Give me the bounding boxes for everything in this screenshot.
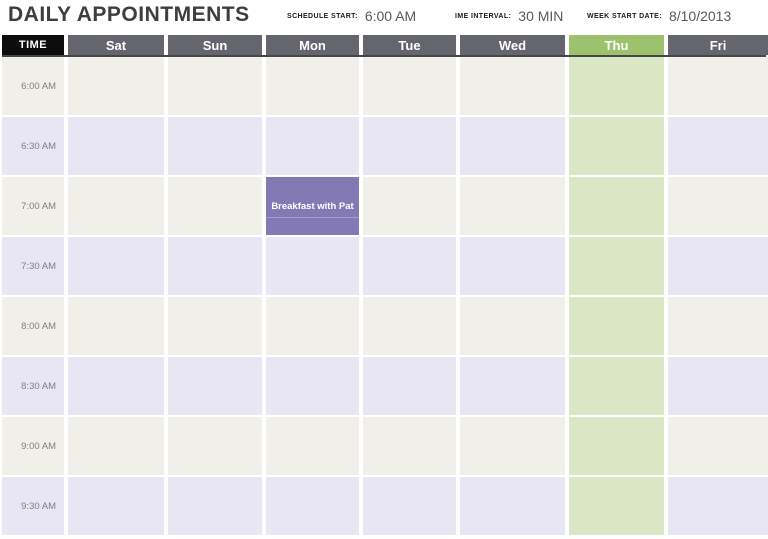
day-header-wed: Wed — [460, 35, 565, 55]
cell-wed-9-30-am[interactable] — [460, 477, 565, 535]
cell-fri-6-30-am[interactable] — [668, 117, 768, 175]
time-label-7-00-am: 7:00 AM — [2, 177, 64, 235]
cell-wed-7-00-am[interactable] — [460, 177, 565, 235]
cell-tue-7-00-am[interactable] — [363, 177, 456, 235]
cell-sun-7-00-am[interactable] — [168, 177, 262, 235]
cell-fri-8-30-am[interactable] — [668, 357, 768, 415]
cell-tue-9-30-am[interactable] — [363, 477, 456, 535]
cell-tue-8-00-am[interactable] — [363, 297, 456, 355]
time-label-6-30-am: 6:30 AM — [2, 117, 64, 175]
day-header-sun: Sun — [168, 35, 262, 55]
cell-sat-7-30-am[interactable] — [68, 237, 164, 295]
cell-mon-6-00-am[interactable] — [266, 57, 359, 115]
cell-fri-9-00-am[interactable] — [668, 417, 768, 475]
appointment-breakfast-with-pat[interactable]: Breakfast with Pat — [266, 177, 359, 235]
time-label-9-30-am: 9:30 AM — [2, 477, 64, 535]
cell-wed-8-30-am[interactable] — [460, 357, 565, 415]
cell-fri-8-00-am[interactable] — [668, 297, 768, 355]
cell-sat-6-00-am[interactable] — [68, 57, 164, 115]
cell-sat-8-00-am[interactable] — [68, 297, 164, 355]
cell-sun-8-00-am[interactable] — [168, 297, 262, 355]
cell-fri-7-00-am[interactable] — [668, 177, 768, 235]
cell-thu-7-30-am[interactable] — [569, 237, 664, 295]
header-underline — [2, 55, 766, 57]
cell-mon-9-30-am[interactable] — [266, 477, 359, 535]
schedule-start-value[interactable]: 6:00 AM — [364, 8, 417, 24]
cell-wed-8-00-am[interactable] — [460, 297, 565, 355]
day-header-mon: Mon — [266, 35, 359, 55]
day-header-sat: Sat — [68, 35, 164, 55]
cell-wed-9-00-am[interactable] — [460, 417, 565, 475]
week-start-date-label: WEEK START DATE: — [587, 12, 662, 20]
calendar-grid: 6:00 AM 6:30 AM 7:00 AM Breakfast with Pat 7… — [2, 57, 768, 535]
day-header-fri: Fri — [668, 35, 768, 55]
cell-thu-6-00-am[interactable] — [569, 57, 664, 115]
cell-mon-6-30-am[interactable] — [266, 117, 359, 175]
time-label-8-30-am: 8:30 AM — [2, 357, 64, 415]
cell-tue-9-00-am[interactable] — [363, 417, 456, 475]
time-label-8-00-am: 8:00 AM — [2, 297, 64, 355]
time-label-9-00-am: 9:00 AM — [2, 417, 64, 475]
cell-sat-9-30-am[interactable] — [68, 477, 164, 535]
cell-sun-9-00-am[interactable] — [168, 417, 262, 475]
cell-wed-7-30-am[interactable] — [460, 237, 565, 295]
cell-sat-8-30-am[interactable] — [68, 357, 164, 415]
time-interval-value[interactable]: 30 MIN — [518, 8, 564, 24]
cell-thu-6-30-am[interactable] — [569, 117, 664, 175]
cell-tue-6-00-am[interactable] — [363, 57, 456, 115]
time-interval-label: IME INTERVAL: — [455, 12, 512, 20]
calendar-header-row: TIME Sat Sun Mon Tue Wed Thu Fri — [2, 35, 768, 55]
cell-thu-8-30-am[interactable] — [569, 357, 664, 415]
day-header-tue: Tue — [363, 35, 456, 55]
cell-mon-8-00-am[interactable] — [266, 297, 359, 355]
cell-tue-6-30-am[interactable] — [363, 117, 456, 175]
cell-sat-6-30-am[interactable] — [68, 117, 164, 175]
cell-fri-6-00-am[interactable] — [668, 57, 768, 115]
day-header-thu: Thu — [569, 35, 664, 55]
cell-sun-7-30-am[interactable] — [168, 237, 262, 295]
cell-fri-9-30-am[interactable] — [668, 477, 768, 535]
cell-sun-9-30-am[interactable] — [168, 477, 262, 535]
cell-thu-9-30-am[interactable] — [569, 477, 664, 535]
cell-fri-7-30-am[interactable] — [668, 237, 768, 295]
cell-mon-7-00-am[interactable]: Breakfast with Pat — [266, 177, 359, 235]
cell-sat-7-00-am[interactable] — [68, 177, 164, 235]
cell-mon-8-30-am[interactable] — [266, 357, 359, 415]
cell-sun-6-30-am[interactable] — [168, 117, 262, 175]
time-label-7-30-am: 7:30 AM — [2, 237, 64, 295]
time-column-header: TIME — [2, 35, 64, 55]
cell-mon-7-30-am[interactable] — [266, 237, 359, 295]
week-start-date-field: WEEK START DATE: 8/10/2013 — [587, 6, 731, 26]
cell-sun-6-00-am[interactable] — [168, 57, 262, 115]
cell-sun-8-30-am[interactable] — [168, 357, 262, 415]
schedule-start-field: SCHEDULE START: 6:00 AM — [287, 6, 416, 26]
cell-wed-6-30-am[interactable] — [460, 117, 565, 175]
time-interval-field: IME INTERVAL: 30 MIN — [455, 6, 563, 26]
title-bar: DAILY APPOINTMENTS SCHEDULE START: 6:00 … — [0, 0, 768, 33]
page-title: DAILY APPOINTMENTS — [8, 3, 250, 26]
week-start-date-value[interactable]: 8/10/2013 — [668, 8, 732, 24]
cell-wed-6-00-am[interactable] — [460, 57, 565, 115]
cell-tue-7-30-am[interactable] — [363, 237, 456, 295]
schedule-start-label: SCHEDULE START: — [287, 12, 358, 20]
cell-sat-9-00-am[interactable] — [68, 417, 164, 475]
cell-mon-9-00-am[interactable] — [266, 417, 359, 475]
cell-thu-8-00-am[interactable] — [569, 297, 664, 355]
cell-tue-8-30-am[interactable] — [363, 357, 456, 415]
time-label-6-00-am: 6:00 AM — [2, 57, 64, 115]
cell-thu-9-00-am[interactable] — [569, 417, 664, 475]
cell-thu-7-00-am[interactable] — [569, 177, 664, 235]
